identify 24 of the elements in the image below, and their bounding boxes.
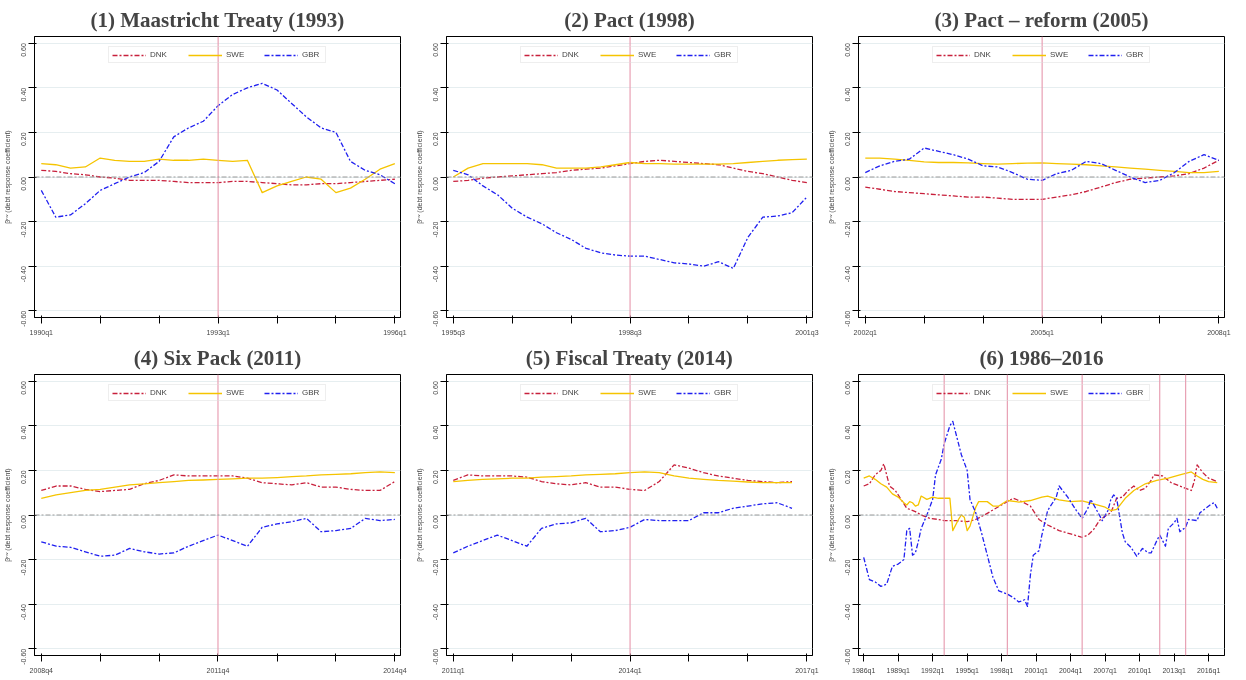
legend-label: DNK [562, 50, 580, 59]
legend-label: GBR [714, 50, 733, 59]
legend-label: DNK [150, 50, 168, 59]
legend-label: GBR [714, 388, 733, 397]
legend-label: GBR [302, 388, 321, 397]
legend-label: DNK [974, 50, 992, 59]
chart-title: (4) Six Pack (2011) [133, 345, 302, 370]
legend-label: SWE [226, 388, 246, 397]
legend-label: GBR [1126, 50, 1145, 59]
legend-label: DNK [150, 388, 168, 397]
chart-title: (5) Fiscal Treaty (2014) [525, 345, 733, 370]
chart-title: (1) Maastricht Treaty (1993) [90, 7, 345, 32]
legend-label: GBR [302, 50, 321, 59]
legend-label: SWE [1050, 388, 1070, 397]
legend-label: SWE [1050, 50, 1070, 59]
chart-title: (3) Pact – reform (2005) [934, 7, 1149, 32]
legend-label: SWE [638, 50, 658, 59]
legend-label: GBR [1126, 388, 1145, 397]
chart-title: (2) Pact (1998) [564, 7, 695, 32]
legend-label: DNK [562, 388, 580, 397]
legend-label: DNK [974, 388, 992, 397]
chart-title: (6) 1986–2016 [979, 345, 1104, 370]
legend-label: SWE [638, 388, 658, 397]
legend-label: SWE [226, 50, 246, 59]
